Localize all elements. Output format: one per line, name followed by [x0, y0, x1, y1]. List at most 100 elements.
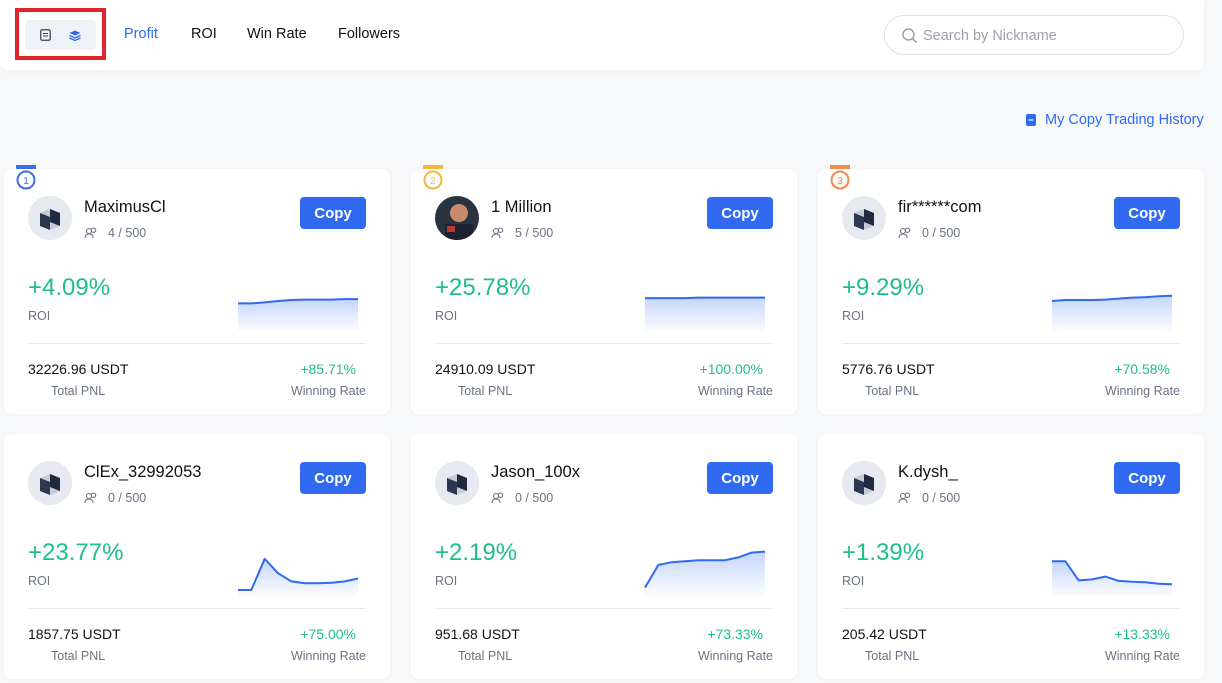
- roi-label: ROI: [28, 309, 51, 323]
- winning-rate-value: +13.33%: [1114, 626, 1170, 642]
- rank-number: 1: [23, 176, 29, 187]
- total-pnl-label: Total PNL: [458, 649, 513, 663]
- avatar: [842, 461, 886, 505]
- total-pnl-value: 5776.76 USDT: [842, 361, 935, 377]
- divider: [435, 343, 773, 344]
- follower-count: 0 / 500: [898, 491, 960, 505]
- top-bar: Profit ROI Win Rate Followers: [0, 0, 1204, 70]
- total-pnl-label: Total PNL: [51, 384, 106, 398]
- trader-nickname[interactable]: K.dysh_: [898, 463, 958, 481]
- roi-label: ROI: [842, 574, 865, 588]
- trader-nickname[interactable]: MaximusCl: [84, 198, 166, 216]
- sparkline-area: [238, 299, 358, 331]
- total-pnl-value: 205.42 USDT: [842, 626, 927, 642]
- follower-count: 0 / 500: [898, 226, 960, 240]
- copy-trading-history-link[interactable]: My Copy Trading History: [1026, 112, 1204, 128]
- total-pnl-value: 951.68 USDT: [435, 626, 520, 642]
- sparkline-line: [645, 296, 765, 300]
- annotation-highlight-box: [15, 8, 106, 60]
- sparkline-area: [1052, 295, 1172, 331]
- follower-count: 5 / 500: [491, 226, 553, 240]
- divider: [842, 608, 1180, 609]
- trader-nickname[interactable]: Jason_100x: [491, 463, 580, 481]
- search-box: [884, 15, 1184, 55]
- copy-button[interactable]: Copy: [1114, 197, 1180, 229]
- roi-sparkline: [645, 296, 765, 331]
- grid-view-icon[interactable]: [68, 28, 82, 42]
- copy-button[interactable]: Copy: [300, 462, 366, 494]
- follower-count-value: 0 / 500: [515, 491, 554, 505]
- sparkline-area: [645, 297, 765, 331]
- winning-rate-label: Winning Rate: [697, 649, 773, 663]
- total-pnl-label: Total PNL: [458, 384, 513, 398]
- trader-card: 1 MaximusCl 4 / 500 Copy +4.09% ROI 3222…: [4, 165, 390, 414]
- roi-label: ROI: [435, 574, 458, 588]
- winning-rate-value: +73.33%: [707, 626, 763, 642]
- roi-value: +2.19%: [435, 539, 518, 566]
- roi-value: +9.29%: [842, 274, 925, 301]
- followers-icon: [491, 226, 505, 240]
- roi-sparkline: [238, 298, 358, 331]
- sparkline-line: [238, 557, 359, 591]
- rank-medal-icon: 3: [829, 165, 851, 193]
- follower-count-value: 4 / 500: [108, 226, 147, 240]
- winning-rate-label: Winning Rate: [697, 384, 773, 398]
- roi-label: ROI: [28, 574, 51, 588]
- trader-card: 3 fir******com 0 / 500 Copy +9.29% ROI 5…: [818, 165, 1204, 414]
- tab-win-rate[interactable]: Win Rate: [247, 26, 307, 42]
- follower-count-value: 0 / 500: [108, 491, 147, 505]
- sparkline-area: [645, 551, 765, 596]
- avatar: [842, 196, 886, 240]
- tab-profit[interactable]: Profit: [124, 26, 158, 42]
- tab-roi[interactable]: ROI: [191, 26, 217, 42]
- winning-rate-label: Winning Rate: [290, 384, 366, 398]
- roi-label: ROI: [435, 309, 458, 323]
- followers-icon: [898, 491, 912, 505]
- trader-card: ClEx_32992053 0 / 500 Copy +23.77% ROI 1…: [4, 434, 390, 679]
- avatar: [435, 461, 479, 505]
- roi-sparkline: [238, 557, 359, 596]
- winning-rate-label: Winning Rate: [290, 649, 366, 663]
- copy-button[interactable]: Copy: [300, 197, 366, 229]
- sparkline-area: [1052, 561, 1172, 596]
- sparkline-line: [238, 298, 358, 305]
- roi-value: +1.39%: [842, 539, 925, 566]
- roi-sparkline: [1051, 294, 1173, 331]
- list-view-icon[interactable]: [38, 28, 52, 42]
- copy-button[interactable]: Copy: [1114, 462, 1180, 494]
- avatar: [28, 461, 72, 505]
- copy-button[interactable]: Copy: [707, 462, 773, 494]
- winning-rate-value: +75.00%: [300, 626, 356, 642]
- rank-medal-icon: 1: [15, 165, 37, 193]
- follower-count-value: 0 / 500: [922, 226, 961, 240]
- trader-card: K.dysh_ 0 / 500 Copy +1.39% ROI 205.42 U…: [818, 434, 1204, 679]
- trader-nickname[interactable]: 1 Million: [491, 198, 552, 216]
- total-pnl-label: Total PNL: [51, 649, 106, 663]
- rank-number: 3: [837, 176, 843, 187]
- sparkline-line: [1052, 560, 1173, 586]
- rank-medal-icon: 2: [422, 165, 444, 193]
- follower-count-value: 5 / 500: [515, 226, 554, 240]
- total-pnl-value: 1857.75 USDT: [28, 626, 121, 642]
- rank-number: 2: [430, 176, 436, 187]
- roi-sparkline: [644, 550, 766, 596]
- trader-nickname[interactable]: ClEx_32992053: [84, 463, 202, 481]
- roi-value: +23.77%: [28, 539, 124, 566]
- copy-button[interactable]: Copy: [707, 197, 773, 229]
- trader-card: 2 1 Million 5 / 500 Copy +25.78% ROI 249…: [411, 165, 797, 414]
- search-input[interactable]: [923, 24, 1163, 48]
- document-icon: [1026, 114, 1036, 126]
- total-pnl-value: 32226.96 USDT: [28, 361, 129, 377]
- follower-count: 4 / 500: [84, 226, 146, 240]
- roi-sparkline: [1052, 560, 1173, 596]
- follower-count-value: 0 / 500: [922, 491, 961, 505]
- follower-count: 0 / 500: [491, 491, 553, 505]
- followers-icon: [898, 226, 912, 240]
- roi-label: ROI: [842, 309, 865, 323]
- trader-nickname[interactable]: fir******com: [898, 198, 982, 216]
- roi-value: +4.09%: [28, 274, 111, 301]
- winning-rate-label: Winning Rate: [1104, 649, 1180, 663]
- search-icon: [901, 27, 919, 45]
- copy-trading-history-label: My Copy Trading History: [1045, 112, 1204, 128]
- tab-followers[interactable]: Followers: [338, 26, 401, 42]
